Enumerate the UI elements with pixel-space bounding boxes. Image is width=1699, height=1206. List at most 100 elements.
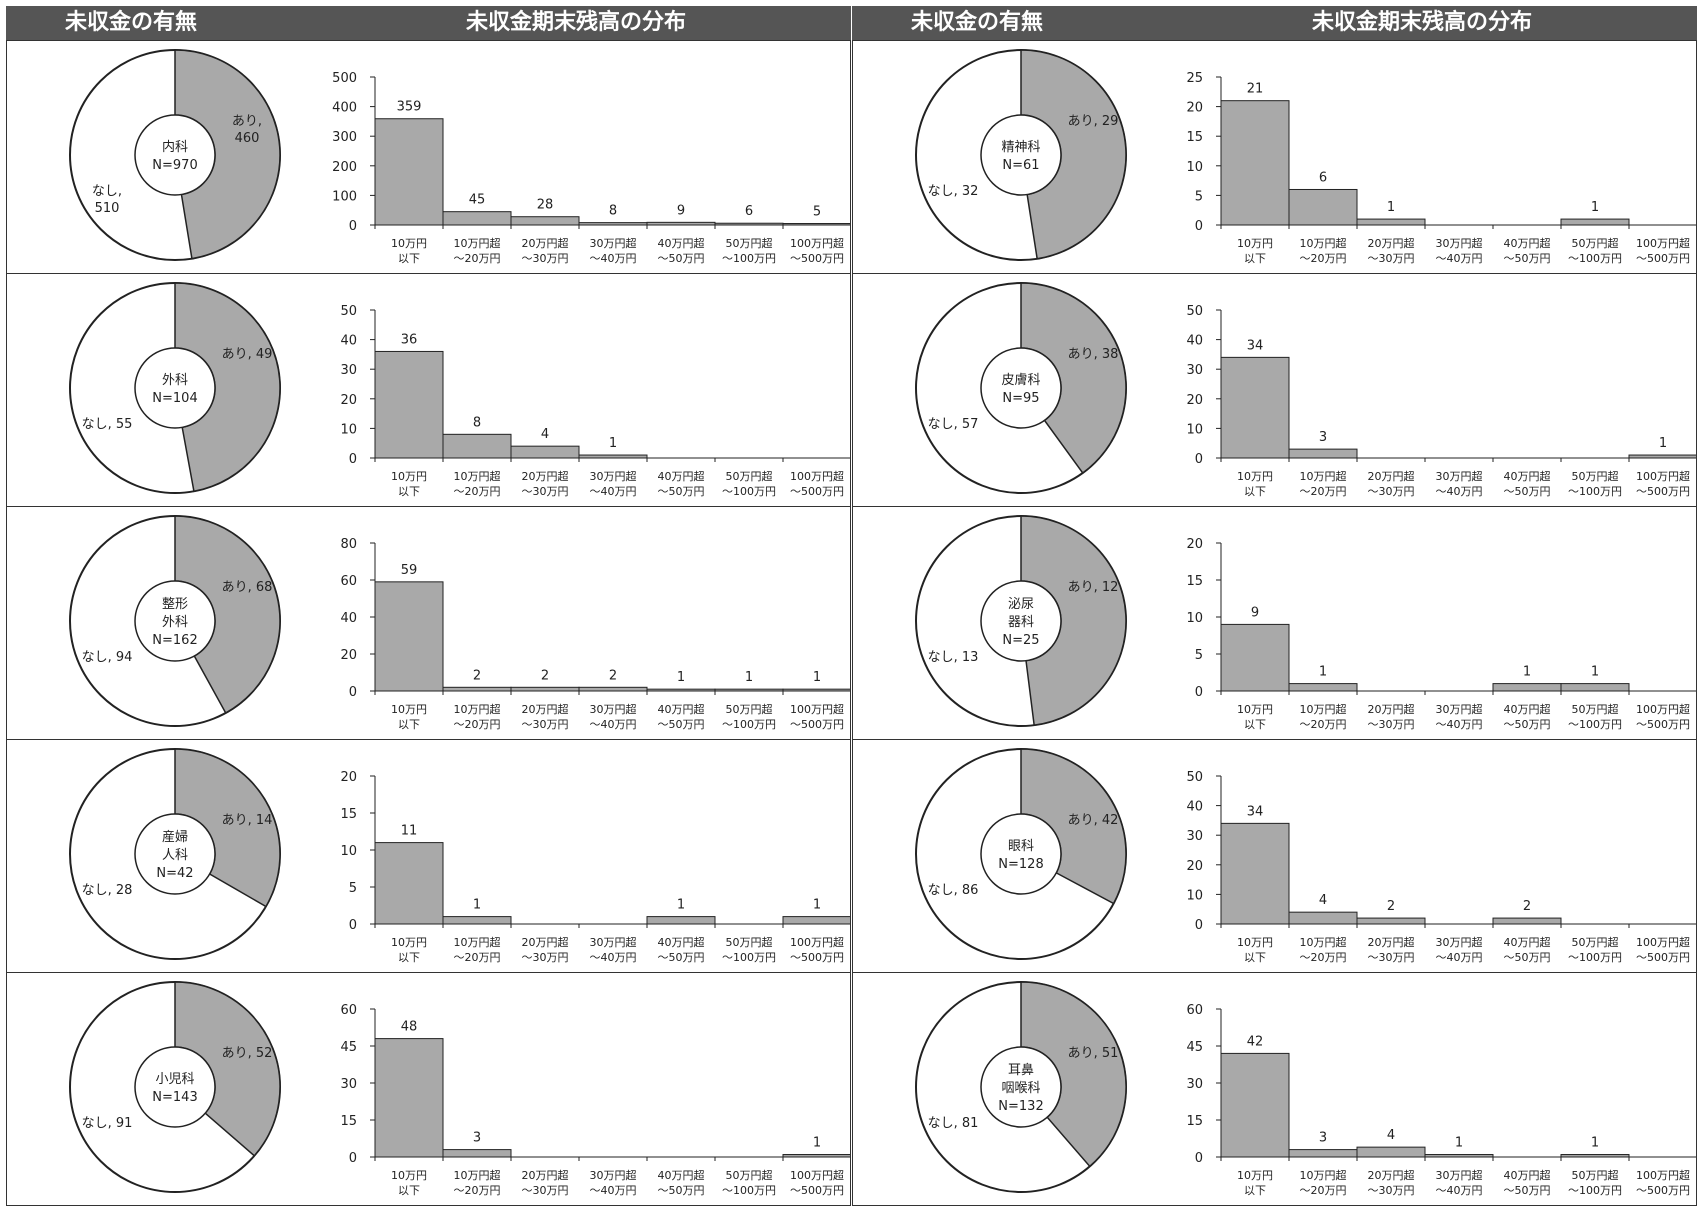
bar xyxy=(578,686,648,692)
donut-center-label: 耳鼻 xyxy=(1008,1062,1034,1078)
bar xyxy=(510,686,580,692)
x-tick-label: 以下 xyxy=(398,718,420,731)
donut-hole xyxy=(134,1046,216,1128)
x-tick-label: 30万円超 xyxy=(590,935,637,949)
x-tick-label: 30万円超 xyxy=(590,702,637,716)
x-tick-label: 50万円超 xyxy=(1572,236,1619,250)
x-tick-label: 10万円 xyxy=(391,237,427,250)
x-tick-label: ～30万円 xyxy=(522,951,569,964)
bar-value-label: 34 xyxy=(1247,338,1264,353)
x-tick-label: 以下 xyxy=(1244,718,1266,731)
x-tick-label: 30万円超 xyxy=(590,469,637,483)
donut-hole xyxy=(134,580,216,662)
x-tick-label: ～30万円 xyxy=(1368,252,1415,265)
donut-center-label: 小児科 xyxy=(155,1072,194,1087)
x-tick-label: 10万円 xyxy=(1237,703,1273,716)
y-tick-label: 10 xyxy=(1186,422,1203,437)
x-tick-label: 10万円 xyxy=(391,470,427,483)
x-tick-label: ～40万円 xyxy=(590,1184,637,1197)
bar xyxy=(578,222,648,226)
x-tick-label: 20万円超 xyxy=(1368,236,1415,250)
x-tick-label: 100万円超 xyxy=(1636,935,1690,949)
x-tick-label: 100万円超 xyxy=(790,935,844,949)
x-tick-label: ～40万円 xyxy=(1436,485,1483,498)
x-tick-label: ～100万円 xyxy=(1568,485,1622,498)
bar xyxy=(1628,454,1696,459)
x-tick-label: 10万円超 xyxy=(454,469,501,483)
x-tick-label: 10万円超 xyxy=(454,236,501,250)
donut-nashi-label: なし, 55 xyxy=(82,417,133,432)
x-tick-label: ～100万円 xyxy=(1568,718,1622,731)
y-tick-label: 80 xyxy=(340,537,357,552)
x-tick-label: ～100万円 xyxy=(722,718,776,731)
donut-ari-label: あり, 51 xyxy=(1068,1046,1119,1061)
bar xyxy=(1492,917,1562,925)
bar xyxy=(374,350,444,459)
x-tick-label: 50万円超 xyxy=(726,702,773,716)
y-tick-label: 30 xyxy=(1186,363,1203,378)
bar-value-label: 4 xyxy=(1387,1128,1395,1143)
donut-ari-label: あり, 49 xyxy=(222,347,273,362)
donut-hole xyxy=(980,114,1062,196)
bar-value-label: 1 xyxy=(1319,665,1327,680)
x-tick-label: ～20万円 xyxy=(1300,718,1347,731)
donut-center-label: 人科 xyxy=(162,848,188,863)
x-tick-label: 10万円超 xyxy=(1300,1168,1347,1182)
y-tick-label: 50 xyxy=(1186,304,1203,319)
bar xyxy=(374,118,444,226)
x-tick-label: 20万円超 xyxy=(522,702,569,716)
x-tick-label: 10万円超 xyxy=(1300,935,1347,949)
x-tick-label: 以下 xyxy=(1244,951,1266,964)
donut-center-label: 整形 xyxy=(162,597,188,612)
bar xyxy=(510,216,580,226)
y-tick-label: 20 xyxy=(340,770,357,785)
x-tick-label: ～500万円 xyxy=(790,485,844,498)
x-tick-label: 50万円超 xyxy=(726,469,773,483)
bar xyxy=(1220,100,1290,226)
bar-value-label: 1 xyxy=(1455,1136,1463,1151)
x-tick-label: 30万円超 xyxy=(1436,236,1483,250)
donut-center-label: N=95 xyxy=(1002,391,1039,406)
bar-value-label: 1 xyxy=(745,670,753,685)
x-tick-label: ～50万円 xyxy=(1504,951,1551,964)
x-tick-label: ～500万円 xyxy=(790,951,844,964)
x-tick-label: 30万円超 xyxy=(590,1168,637,1182)
y-tick-label: 45 xyxy=(1186,1040,1203,1055)
donut-header: 未収金の有無 xyxy=(64,10,197,35)
x-tick-label: ～40万円 xyxy=(1436,1184,1483,1197)
bar-value-label: 359 xyxy=(397,100,422,115)
donut-center-label: N=132 xyxy=(998,1099,1043,1114)
x-tick-label: 50万円超 xyxy=(726,935,773,949)
donut-hole xyxy=(980,347,1062,429)
x-tick-label: ～20万円 xyxy=(1300,951,1347,964)
x-tick-label: 100万円超 xyxy=(790,236,844,250)
x-tick-label: ～20万円 xyxy=(454,951,501,964)
bar xyxy=(1424,1154,1494,1158)
x-tick-label: 30万円超 xyxy=(1436,469,1483,483)
y-tick-label: 0 xyxy=(1195,918,1203,933)
chart-panel: 内科 N=970 あり, 460 なし, 510 0 100 200 300 400 500 10万円以… xyxy=(6,40,851,274)
bar-value-label: 8 xyxy=(609,204,617,219)
bar-value-label: 1 xyxy=(1591,1136,1599,1151)
x-tick-label: ～40万円 xyxy=(590,951,637,964)
x-tick-label: 30万円超 xyxy=(1436,935,1483,949)
donut-nashi-label: なし, 13 xyxy=(928,650,979,665)
donut-center-label: 外科 xyxy=(162,615,188,630)
bars-header: 未収金期末残高の分布 xyxy=(465,10,686,35)
donut-center-label: 精神科 xyxy=(1001,140,1040,155)
bar-value-label: 2 xyxy=(609,668,617,683)
x-tick-label: 20万円超 xyxy=(1368,702,1415,716)
donut-center-label: N=970 xyxy=(152,158,197,173)
x-tick-label: ～50万円 xyxy=(658,951,705,964)
donut-nashi-label: なし, 28 xyxy=(82,883,133,898)
y-tick-label: 30 xyxy=(1186,1077,1203,1092)
y-tick-label: 30 xyxy=(1186,829,1203,844)
y-tick-label: 50 xyxy=(340,304,357,319)
bar-value-label: 2 xyxy=(473,668,481,683)
donut-hole xyxy=(134,347,216,429)
x-tick-label: 50万円超 xyxy=(1572,702,1619,716)
x-tick-label: ～50万円 xyxy=(658,485,705,498)
y-tick-label: 0 xyxy=(1195,219,1203,234)
